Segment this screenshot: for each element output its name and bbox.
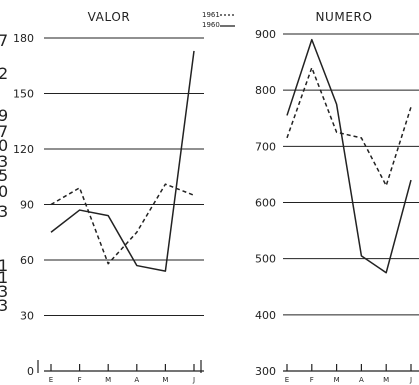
chart-numero-x-tick-label-4: M — [383, 376, 389, 384]
chart-numero-series-1960-line — [286, 38, 412, 274]
chart-valor-series — [50, 50, 195, 272]
chart-numero-y-tick-label-800: 800 — [255, 84, 276, 97]
margin-glyph-7: 0 — [0, 182, 8, 201]
chart-numero-x-axis — [283, 364, 419, 372]
margin-glyph-10: 1 — [0, 268, 8, 287]
chart-numero-y-tick-label-400: 400 — [255, 309, 276, 322]
chart-numero-title: NUMERO — [315, 10, 372, 24]
margin-glyph-4: 0 — [0, 136, 8, 155]
chart-valor-x-tick-label-3: A — [134, 376, 139, 384]
legend-item-1961: 1961 — [202, 11, 235, 19]
chart-numero-x-tick-label-2: M — [334, 376, 340, 384]
chart-valor-y-tick-label-120: 120 — [13, 143, 34, 156]
chart-numero-series-1961-line — [286, 66, 412, 187]
chart-valor-y-tick-label-180: 180 — [13, 32, 34, 45]
chart-valor-y-tick-label-0: 0 — [27, 365, 34, 378]
chart-valor-title: VALOR — [88, 10, 131, 24]
legend-label-1960: 1960 — [202, 21, 220, 29]
margin-glyph-12: 3 — [0, 296, 8, 315]
margin-glyph-0: 7 — [0, 31, 8, 50]
chart-numero-y-tick-label-900: 900 — [255, 28, 276, 41]
margin-glyph-2: 9 — [0, 106, 8, 125]
chart-numero: NUMERO 300 400 500 600 700 800 900 E F M A M J — [255, 10, 419, 384]
margin-glyph-3: 7 — [0, 122, 8, 141]
chart-numero-y-tick-label-700: 700 — [255, 140, 276, 153]
chart-valor-x-tick-label-4: M — [162, 376, 168, 384]
margin-glyph-5: 3 — [0, 152, 8, 171]
chart-numero-series — [286, 38, 412, 274]
chart-valor-x-tick-label-0: E — [49, 376, 53, 384]
chart-numero-y-axis: 300 400 500 600 700 800 900 — [255, 28, 276, 378]
chart-numero-grid — [283, 33, 419, 316]
chart-numero-x-tick-label-3: A — [359, 376, 364, 384]
chart-valor-y-tick-label-60: 60 — [20, 254, 34, 267]
margin-glyph-6: 5 — [0, 166, 8, 185]
chart-numero-x-tick-label-1: F — [310, 376, 314, 384]
chart-valor-series-1960-line — [50, 50, 195, 272]
chart-numero-y-tick-label-600: 600 — [255, 197, 276, 210]
chart-numero-y-tick-label-300: 300 — [255, 365, 276, 378]
margin-glyph-1: 2 — [0, 64, 8, 83]
chart-valor-y-tick-label-150: 150 — [13, 88, 34, 101]
chart-valor-grid — [44, 37, 204, 316]
margin-glyph-11: 3 — [0, 282, 8, 301]
chart-numero-y-tick-label-500: 500 — [255, 253, 276, 266]
chart-valor-y-tick-label-90: 90 — [20, 199, 34, 212]
legend-item-1960: 1960 — [202, 21, 235, 29]
chart-valor: VALOR 0 30 60 90 120 150 180 E F M A M J — [13, 10, 204, 384]
chart-valor-y-axis: 0 30 60 90 120 150 180 — [13, 32, 34, 378]
margin-glyph-9: 1 — [0, 256, 8, 275]
chart-numero-x-tick-label-5: J — [409, 376, 412, 384]
chart-valor-x-tick-label-5: J — [192, 376, 195, 384]
margin-glyph-8: 3 — [0, 202, 8, 221]
chart-valor-x-tick-label-2: M — [105, 376, 111, 384]
legend: 1961 1960 — [202, 11, 235, 29]
chart-valor-series-1961-line — [50, 183, 195, 265]
chart-valor-x-tick-label-1: F — [78, 376, 82, 384]
chart-valor-y-tick-label-30: 30 — [20, 310, 34, 323]
legend-label-1961: 1961 — [202, 11, 220, 19]
chart-numero-x-tick-label-0: E — [285, 376, 289, 384]
chart-valor-x-axis — [37, 360, 204, 373]
